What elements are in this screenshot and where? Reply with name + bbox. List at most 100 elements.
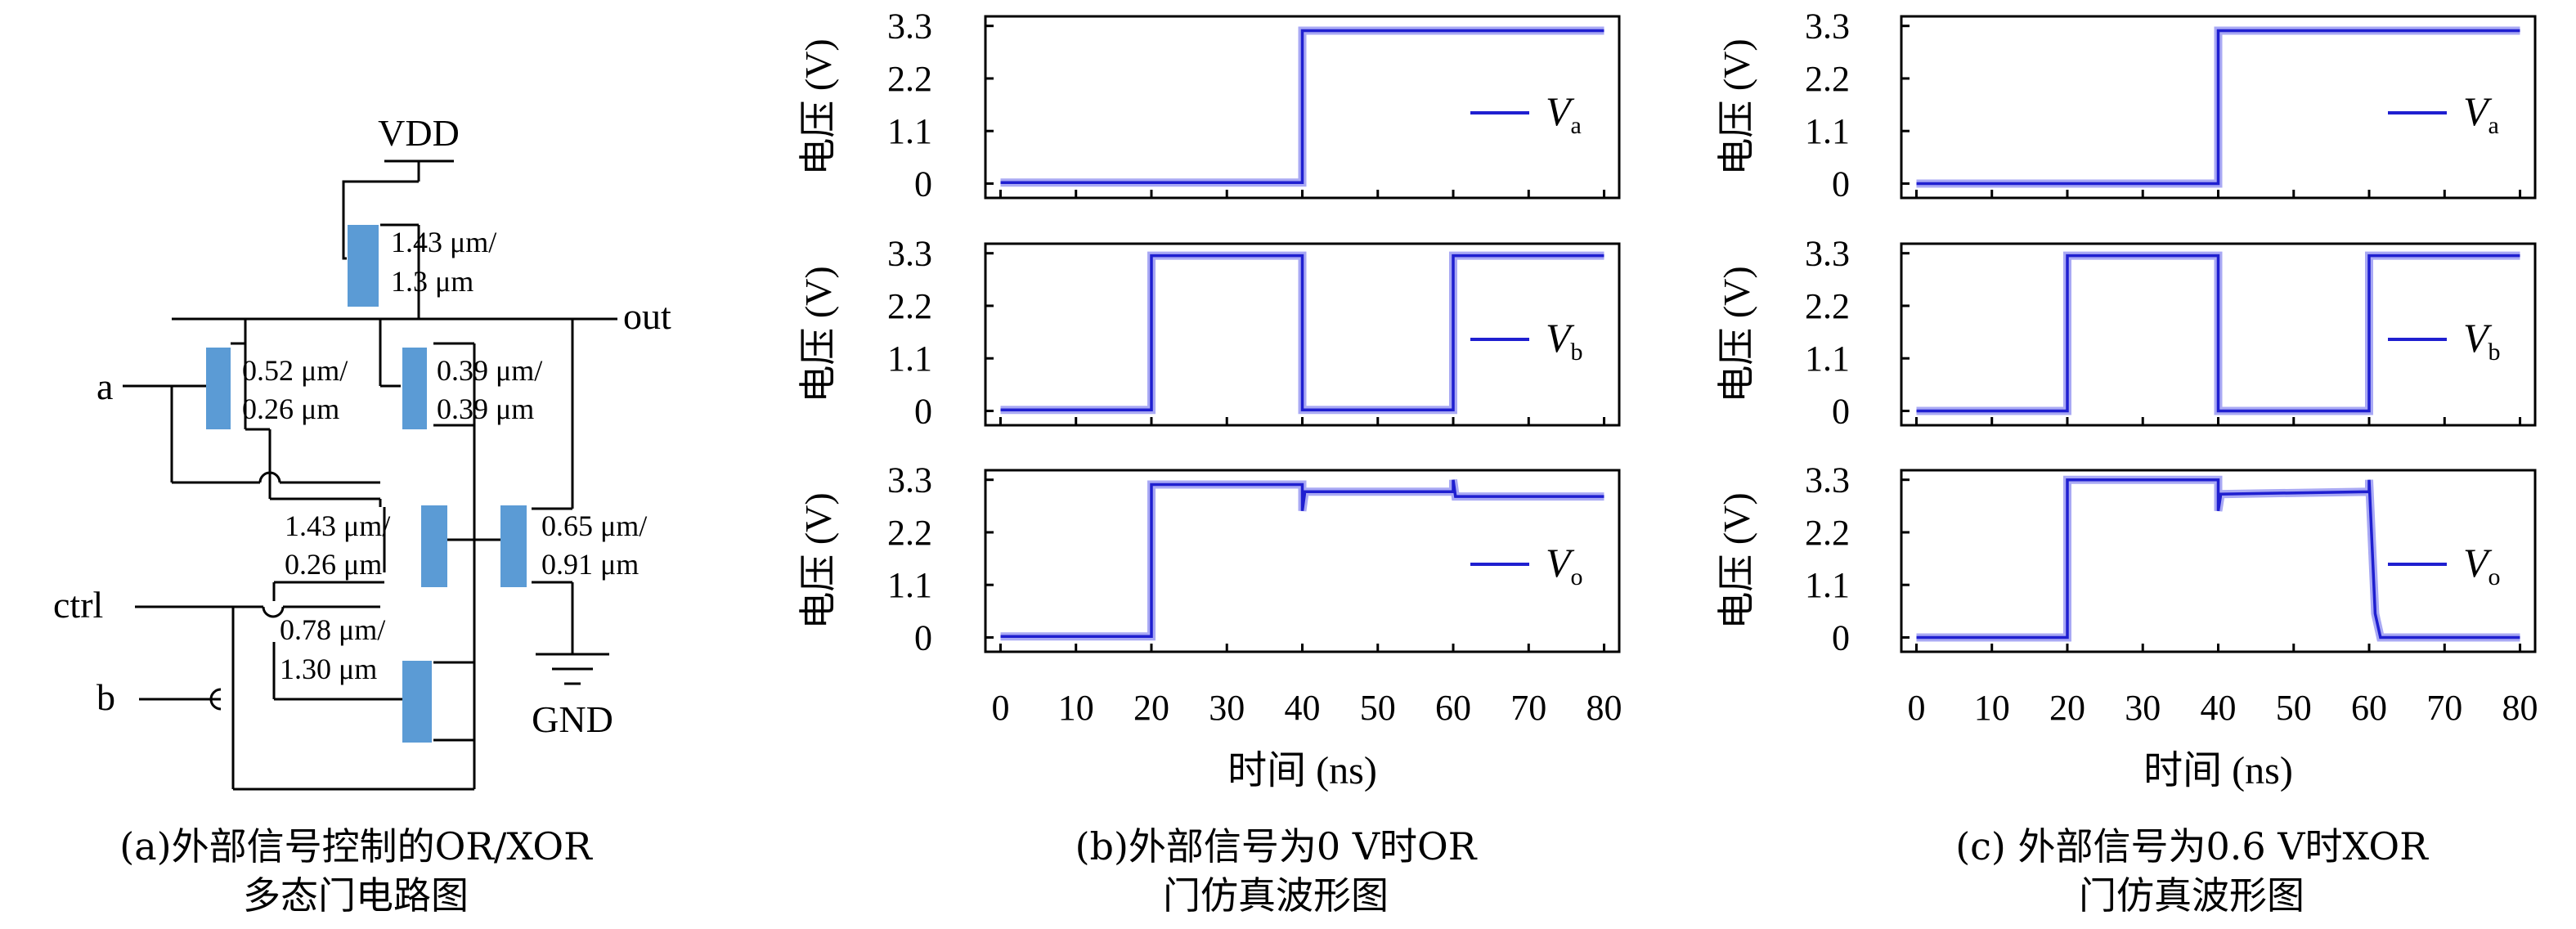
legend-label: Vo	[2463, 540, 2501, 590]
y-tick-label: 3.3	[887, 7, 932, 47]
transistor-body-6	[402, 661, 432, 743]
x-tick-label: 0	[991, 688, 1009, 728]
vdd-label: VDD	[378, 112, 460, 154]
legend-subscript: o	[1571, 563, 1583, 590]
legend-subscript: b	[1571, 339, 1583, 366]
ctrl-label: ctrl	[53, 584, 103, 626]
x-tick-label: 80	[2502, 688, 2538, 728]
chart-panel-c: 0 1.1 2.2 3.3 电压 (V) Va 0 1.1 2.2 3.3 电压 (V) Vb 0 1.1…	[1716, 7, 2538, 792]
caption-a: (a)外部信号控制的OR/XOR 多态门电路图	[33, 822, 679, 920]
x-tick-label: 20	[1133, 688, 1169, 728]
y-tick-label: 0	[914, 391, 932, 431]
x-tick-label: 70	[1510, 688, 1546, 728]
y-tick-label: 1.1	[1805, 339, 1850, 379]
legend-label: Vo	[1546, 540, 1583, 590]
y-tick-label: 3.3	[1805, 460, 1850, 500]
t1-length-label: 1.3 μm	[391, 265, 473, 298]
x-tick-label: 10	[1974, 688, 2010, 728]
y-tick-label: 1.1	[887, 111, 932, 151]
series-line-b	[1916, 254, 2520, 413]
x-tick-label: 80	[1586, 688, 1622, 728]
y-tick-label: 1.1	[887, 339, 932, 379]
out-label: out	[623, 295, 671, 337]
y-tick-label: 0	[1832, 164, 1850, 204]
y-tick-label: 2.2	[887, 286, 932, 326]
y-axis-label: 电压 (V)	[1716, 38, 1757, 175]
legend-subscript: b	[2488, 339, 2501, 366]
y-axis-label: 电压 (V)	[1716, 266, 1757, 402]
y-tick-label: 0	[1832, 391, 1850, 431]
caption-b-line2: 门仿真波形图	[1163, 873, 1389, 918]
legend-subscript: o	[2488, 563, 2501, 590]
legend-label: Vb	[2463, 315, 2501, 366]
series-line-b	[1000, 254, 1604, 412]
y-tick-label: 0	[914, 164, 932, 204]
transistor-bodies	[206, 225, 527, 743]
y-tick-label: 1.1	[1805, 111, 1850, 151]
transistor-body-1	[348, 225, 379, 307]
series-line-a	[1916, 29, 2520, 186]
x-tick-label: 60	[2351, 688, 2387, 728]
t5-length-label: 0.91 μm	[541, 548, 639, 581]
x-tick-label: 60	[1435, 688, 1471, 728]
t3-width-label: 0.39 μm/	[437, 354, 542, 387]
y-tick-label: 2.2	[1805, 513, 1850, 553]
transistor-body-2	[206, 348, 231, 429]
y-tick-label: 3.3	[1805, 234, 1850, 274]
y-axis-label: 电压 (V)	[797, 492, 839, 629]
chart-panel-b: 0 1.1 2.2 3.3 电压 (V) Va 0 1.1 2.2 3.3 电压 (V) Vb 0 1.1…	[797, 7, 1622, 792]
t6-width-label: 0.78 μm/	[280, 613, 385, 646]
y-tick-label: 1.1	[1805, 565, 1850, 605]
x-tick-label: 10	[1058, 688, 1094, 728]
caption-c-line1: (c) 外部信号为0.6 V时XOR	[1955, 824, 2428, 868]
t1-width-label: 1.43 μm/	[391, 226, 496, 258]
t4-length-label: 0.26 μm	[285, 548, 382, 581]
x-tick-label: 50	[2276, 688, 2312, 728]
caption-c: (c) 外部信号为0.6 V时XOR 门仿真波形图	[1832, 822, 2551, 920]
y-axis-label: 电压 (V)	[1716, 492, 1757, 629]
x-tick-label: 70	[2426, 688, 2462, 728]
y-tick-label: 2.2	[887, 59, 932, 99]
x-axis-label: 时间 (ns)	[2143, 749, 2293, 792]
t3-length-label: 0.39 μm	[437, 393, 534, 425]
t4-width-label: 1.43 μm/	[285, 509, 390, 542]
x-tick-label: 40	[2201, 688, 2237, 728]
t2-width-label: 0.52 μm/	[242, 354, 348, 387]
y-tick-label: 0	[914, 617, 932, 657]
y-axis-label: 电压 (V)	[797, 38, 839, 175]
series-line-a	[1000, 29, 1604, 185]
input-a-label: a	[96, 366, 113, 407]
subplot-c-o: 0 1.1 2.2 3.3 电压 (V) Vo 0 10 20 30 40 50 60 70 80 时间 (n…	[1716, 460, 2538, 792]
legend-subscript: a	[1571, 112, 1582, 139]
y-axis-label: 电压 (V)	[797, 266, 839, 402]
caption-a-line2: 多态门电路图	[243, 873, 469, 918]
legend-label: Va	[1546, 88, 1582, 139]
y-tick-label: 1.1	[887, 565, 932, 605]
transistor-body-4	[421, 505, 447, 587]
series-line-o	[1000, 479, 1604, 639]
x-tick-label: 30	[1209, 688, 1245, 728]
x-tick-label: 50	[1360, 688, 1396, 728]
gnd-label: GND	[532, 698, 613, 740]
y-tick-label: 2.2	[1805, 286, 1850, 326]
caption-c-line2: 门仿真波形图	[2079, 873, 2304, 918]
x-tick-label: 30	[2125, 688, 2161, 728]
y-tick-label: 3.3	[887, 460, 932, 500]
t5-width-label: 0.65 μm/	[541, 509, 647, 542]
circuit-diagram	[123, 159, 617, 791]
transistor-body-3	[402, 348, 427, 429]
legend-label: Vb	[1546, 315, 1583, 366]
caption-b-line1: (b)外部信号为0 V时OR	[1075, 824, 1477, 868]
waveform-charts: 0 1.1 2.2 3.3 电压 (V) Va 0 1.1 2.2 3.3 电压 (V) Vb 0 1.1…	[797, 7, 2538, 792]
subplot-c-a: 0 1.1 2.2 3.3 电压 (V) Va	[1716, 7, 2537, 204]
y-tick-label: 0	[1832, 617, 1850, 657]
y-tick-label: 2.2	[1805, 59, 1850, 99]
transistor-body-5	[500, 505, 527, 587]
legend-subscript: a	[2488, 112, 2499, 139]
input-b-label: b	[96, 676, 115, 718]
legend-label: Va	[2463, 88, 2499, 139]
x-tick-label: 20	[2049, 688, 2085, 728]
subplot-c-b: 0 1.1 2.2 3.3 电压 (V) Vb	[1716, 234, 2537, 431]
y-tick-label: 3.3	[1805, 7, 1850, 47]
